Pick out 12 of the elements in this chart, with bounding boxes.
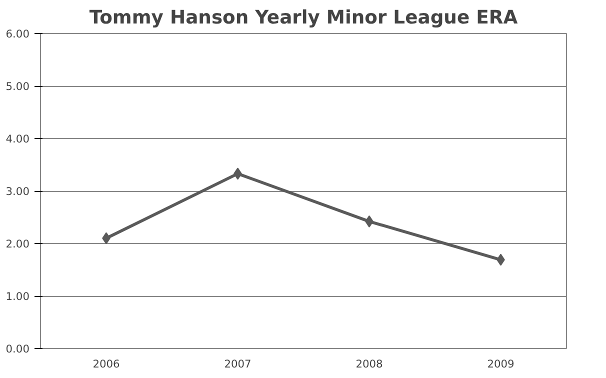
x-tick-label: 2007 [224, 358, 252, 370]
y-tick-label: 5.00 [6, 80, 30, 93]
y-tick-label: 1.00 [6, 290, 30, 303]
y-tick-label: 0.00 [6, 342, 30, 356]
x-tick-label: 2006 [92, 358, 120, 370]
y-tick-label: 2.00 [6, 238, 30, 250]
x-tick-label: 2009 [487, 358, 515, 370]
y-tick-label: 4.00 [6, 132, 30, 146]
chart-title: Tommy Hanson Yearly Minor League ERA [89, 8, 518, 28]
y-tick-label: 6.00 [6, 28, 30, 40]
y-tick-label: 3.00 [6, 185, 30, 198]
x-tick-label: 2008 [356, 358, 384, 370]
